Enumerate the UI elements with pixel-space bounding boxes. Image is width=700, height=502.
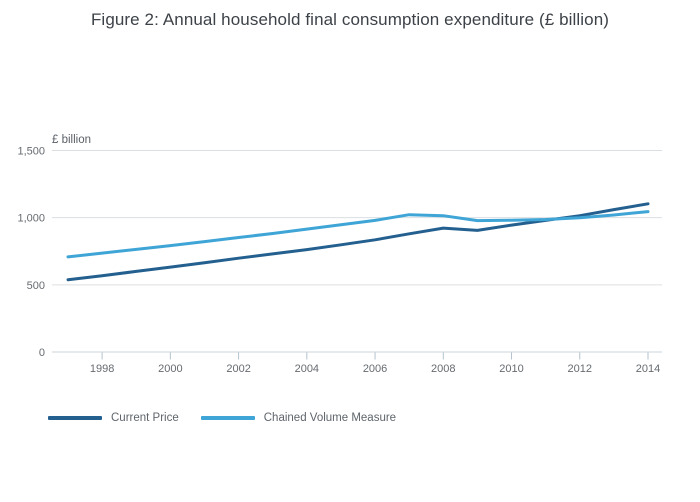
series-line-current-price — [66, 202, 650, 282]
y-axis-unit-label: £ billion — [52, 134, 91, 146]
y-tick-label: 500 — [27, 280, 45, 292]
x-tick-label: 2002 — [226, 363, 250, 375]
legend-item-current-price: Current Price — [48, 412, 179, 424]
legend-label-chained-volume: Chained Volume Measure — [263, 412, 397, 424]
y-tick-label: 0 — [39, 347, 45, 359]
x-tick-label: 2000 — [158, 363, 182, 375]
legend-item-chained-volume: Chained Volume Measure — [200, 412, 397, 424]
series-line-chained-volume-measure — [66, 210, 650, 259]
y-tick-label: 1,000 — [17, 213, 45, 225]
legend: Current Price Chained Volume Measure — [48, 410, 418, 426]
chart-title: Figure 2: Annual household final consump… — [90, 10, 610, 29]
legend-swatch-chained-volume — [200, 416, 255, 420]
x-tick-label: 2014 — [636, 363, 660, 375]
legend-swatch-current-price — [48, 416, 102, 420]
x-tick-label: 2008 — [431, 363, 455, 375]
y-tick-label: 1,500 — [17, 146, 45, 158]
legend-label-current-price: Current Price — [111, 412, 179, 424]
x-tick-label: 1998 — [90, 363, 114, 375]
x-tick-label: 2012 — [568, 363, 592, 375]
x-tick-label: 2010 — [499, 363, 523, 375]
x-tick-label: 2004 — [295, 363, 319, 375]
x-tick-label: 2006 — [363, 363, 387, 375]
